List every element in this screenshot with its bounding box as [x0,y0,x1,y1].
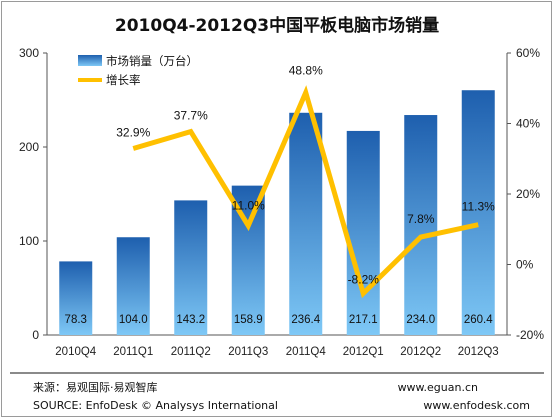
axes: 0 100 200 300 -20% 0% 20% 40% 60% [19,46,544,342]
bar-2011Q2 [174,200,208,335]
bar-value-label: 104.0 [119,314,148,326]
category-label: 2011Q2 [171,346,211,358]
bar-value-label: 260.4 [464,314,493,326]
category-label: 2011Q1 [113,346,153,358]
growth-value-labels: 32.9% 37.7% 11.0% 48.8% -8.2% 7.8% 11.3% [116,63,495,286]
bar-2011Q1 [116,237,150,335]
growth-line [132,85,479,299]
legend-bar-label: 市场销量（万台） [106,54,198,68]
bar-value-label: 236.4 [291,314,320,326]
category-labels: 2010Q4 2011Q1 2011Q2 2011Q3 2011Q4 2012Q1 2012… [55,346,498,358]
legend-line-label: 增长率 [106,73,141,87]
source-en: SOURCE: EnfoDesk © Analysys Internationa… [33,399,278,412]
category-label: 2011Q4 [286,346,327,358]
y-right-tick-label: 40% [516,117,540,131]
category-label: 2011Q3 [228,346,268,358]
bar-value-labels: 78.3 104.0 143.2 158.9 236.4 217.1 234.0 260.4 [65,314,494,326]
source-cn: 来源：易观国际·易观智库 [33,380,158,394]
site-eguan: www.eguan.cn [398,381,478,394]
growth-value-label: 48.8% [289,63,323,77]
growth-value-label: -8.2% [348,272,380,286]
category-label: 2010Q4 [55,346,97,358]
y-right-tick-label: -20% [516,328,544,342]
y-left-tick-label: 200 [19,140,39,154]
growth-value-label: 7.8% [407,212,435,226]
bar-series [59,90,495,335]
bar-value-label: 234.0 [406,314,435,326]
y-right-tick-label: 20% [516,187,540,201]
bar-value-label: 78.3 [65,314,87,326]
growth-value-label: 37.7% [174,109,208,123]
y-left-tick-label: 100 [19,234,39,248]
bar-2012Q2 [404,115,438,335]
bar-value-label: 217.1 [349,314,378,326]
bar-value-label: 158.9 [234,314,263,326]
bar-2011Q4 [289,112,323,335]
growth-value-label: 11.3% [462,200,495,214]
growth-value-label: 11.0% [232,199,265,213]
site-enfodesk: www.enfodesk.com [423,399,530,412]
bar-2012Q1 [346,130,380,335]
bar-2010Q4 [59,261,93,335]
bar-value-label: 143.2 [176,314,205,326]
legend-bar-swatch [78,55,102,66]
growth-series [132,85,479,299]
y-left-tick-label: 0 [32,328,39,342]
category-label: 2012Q2 [400,346,441,358]
legend: 市场销量（万台） 增长率 [78,54,198,87]
y-left-tick-label: 300 [19,46,39,60]
chart-title: 2010Q4-2012Q3中国平板电脑市场销量 [115,15,439,36]
category-label: 2012Q1 [343,346,384,358]
growth-value-label: 32.9% [116,126,150,140]
category-label: 2012Q3 [458,346,499,358]
y-right-tick-label: 60% [516,46,540,60]
bar-2012Q3 [461,90,495,335]
y-right-tick-label: 0% [516,258,534,272]
